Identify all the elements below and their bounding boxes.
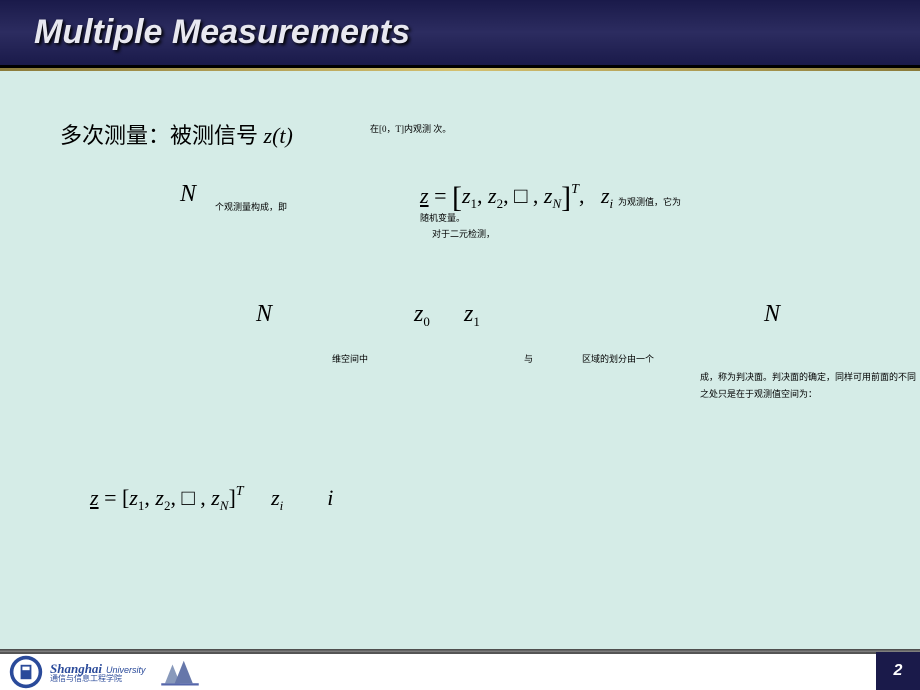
equation-z-vector-2: z = [z1, z2, □ , zN]T zi i: [90, 484, 333, 514]
note-observation: 在[0，T]内观测 次。: [370, 122, 451, 135]
eq1-equals: =: [429, 183, 452, 208]
var-N-3: N: [764, 301, 780, 328]
eq2-zi: z: [271, 485, 280, 510]
university-name: Shanghai University 通信与信息工程学院: [50, 662, 146, 683]
eq1-z: z: [420, 183, 429, 208]
eq2-ellipsis: □: [181, 485, 194, 510]
eq2-supT: T: [236, 484, 244, 499]
eq1-z2: z: [488, 183, 497, 208]
slide-title: Multiple Measurements: [34, 13, 410, 52]
var-N-1: N: [180, 181, 196, 208]
eq1-subi: i: [610, 196, 614, 211]
note-yu: 与: [524, 352, 533, 365]
eq2-z: z: [90, 485, 99, 510]
eq1-zi: z: [601, 183, 610, 208]
eq1-c1: ,: [477, 183, 488, 208]
var-N-2: N: [256, 301, 272, 328]
slide-content: 多次测量：被测信号 z(t) 在[0，T]内观测 次。 N 个观测量构成，即 z…: [0, 74, 920, 650]
uni-name-cn: 通信与信息工程学院: [50, 675, 146, 683]
eq2-i: i: [327, 485, 333, 510]
equation-z-vector-1: z = [z1, z2, □ , zN]T, zi: [420, 181, 613, 215]
eq2-c2: ,: [170, 485, 181, 510]
eq2-rbracket: ]: [228, 485, 235, 510]
eq1-supT: T: [571, 182, 579, 197]
eq1-ellipsis: □: [514, 183, 527, 208]
eq2-z1: z: [129, 485, 138, 510]
main-prefix: 多次测量：被测信号: [60, 123, 258, 148]
note-random-var: 随机变量。: [420, 211, 465, 224]
eq2-c1: ,: [144, 485, 155, 510]
main-text-line: 多次测量：被测信号 z(t): [60, 118, 293, 150]
eq2-c3: ,: [200, 485, 211, 510]
eq1-lbracket: [: [452, 181, 462, 214]
eq1-subN: N: [552, 196, 561, 211]
note-region: 区域的划分由一个: [582, 352, 654, 365]
university-logo-icon: [8, 654, 44, 690]
eq1-z1: z: [462, 183, 471, 208]
eq2-equals: =: [99, 485, 122, 510]
page-number-box: 2: [876, 652, 920, 690]
eq1-c2: ,: [503, 183, 514, 208]
slide-footer: Shanghai University 通信与信息工程学院 2: [0, 652, 920, 690]
eq1-c3: ,: [533, 183, 544, 208]
note-decision-2: 之处只是在于观测值空间为：: [700, 387, 817, 400]
note-right-1: 为观测值，它为: [618, 195, 681, 208]
note-space: 维空间中: [332, 352, 368, 365]
eq2-zN: z: [211, 485, 220, 510]
note-decision-1: 成，称为判决面。判决面的确定，同样可用前面的不同: [700, 370, 916, 383]
signal-expr: z(t): [264, 123, 293, 148]
eq2-z2: z: [155, 485, 164, 510]
page-number: 2: [894, 662, 903, 680]
uni-name-en: Shanghai: [50, 662, 102, 675]
var-z0: z0: [414, 301, 430, 330]
note-N-compose: 个观测量构成，即: [215, 200, 287, 213]
note-binary-detect: 对于二元检测，: [432, 227, 495, 240]
eq1-rbracket: ]: [561, 181, 571, 214]
eq2-subi: i: [280, 498, 284, 513]
slide-header: Multiple Measurements: [0, 0, 920, 68]
eq1-c4: ,: [579, 183, 590, 208]
gold-divider: [0, 68, 920, 71]
var-z1: z1: [464, 301, 480, 330]
landmark-icon: [160, 657, 200, 687]
